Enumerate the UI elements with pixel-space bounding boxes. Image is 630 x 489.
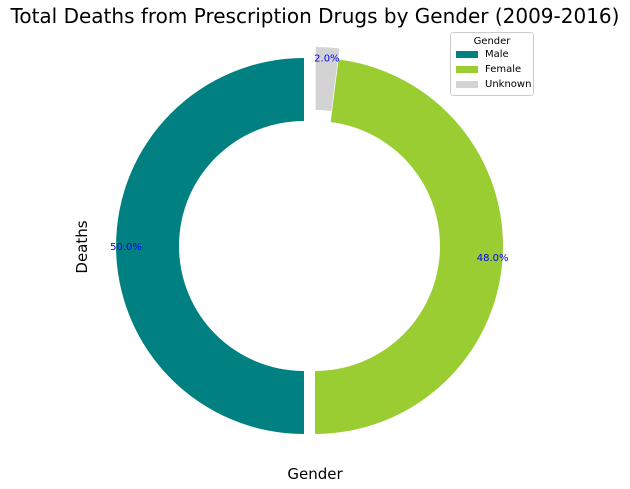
legend-swatch: [456, 66, 478, 73]
y-axis-label: Deaths: [73, 220, 91, 273]
x-axis-label: Gender: [287, 465, 343, 483]
legend-item-female: Female: [456, 62, 533, 77]
slice-male: [116, 58, 305, 434]
chart-title: Total Deaths from Prescription Drugs by …: [10, 4, 620, 28]
donut-slices: 50.0% 48.0% 2.0%: [110, 47, 509, 435]
legend-item-unknown: Unknown: [456, 77, 533, 92]
slice-label-female: 48.0%: [477, 253, 509, 264]
legend-label: Male: [485, 49, 509, 60]
slice-female: [315, 59, 503, 435]
legend-swatch: [456, 51, 478, 58]
legend-swatch: [456, 81, 478, 88]
legend-label: Female: [485, 64, 522, 75]
legend-title: Gender: [473, 36, 511, 47]
slice-unknown: [315, 47, 340, 112]
legend: Gender Male Female Unknown: [450, 32, 534, 96]
legend-item-male: Male: [456, 47, 533, 62]
slice-label-male: 50.0%: [110, 242, 142, 253]
legend-label: Unknown: [485, 79, 532, 90]
slice-label-unknown: 2.0%: [314, 53, 339, 64]
